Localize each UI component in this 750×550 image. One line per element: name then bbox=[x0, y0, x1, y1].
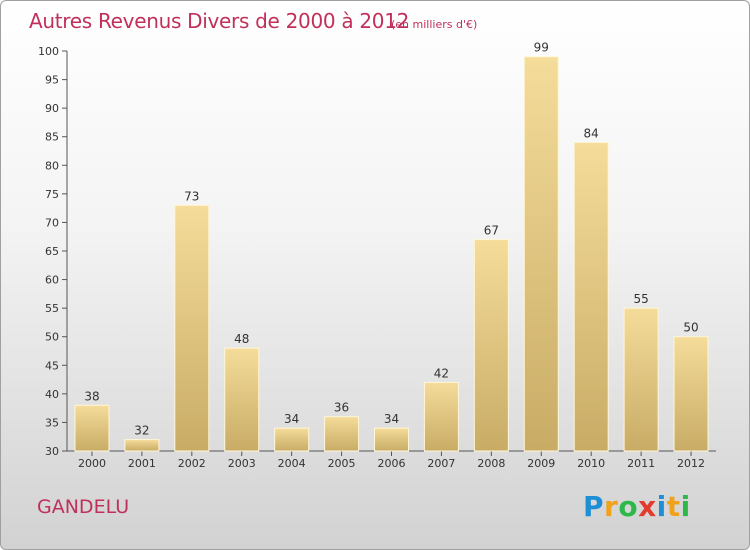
x-tick-label: 2005 bbox=[328, 457, 356, 470]
data-label: 55 bbox=[633, 292, 648, 306]
y-tick-label: 65 bbox=[45, 245, 59, 258]
x-tick-label: 2010 bbox=[577, 457, 605, 470]
logo-letter: i bbox=[656, 490, 667, 523]
data-label: 34 bbox=[384, 412, 399, 426]
bar bbox=[573, 141, 609, 452]
data-label: 50 bbox=[683, 321, 698, 335]
logo-letter: P bbox=[583, 490, 605, 523]
data-label: 34 bbox=[284, 412, 299, 426]
bar bbox=[124, 439, 160, 452]
y-tick-label: 70 bbox=[45, 216, 59, 229]
data-label: 73 bbox=[184, 189, 199, 203]
y-tick-label: 90 bbox=[45, 102, 59, 115]
x-tick-label: 2001 bbox=[128, 457, 156, 470]
data-label: 84 bbox=[584, 126, 599, 140]
bars bbox=[74, 56, 709, 452]
y-tick-label: 30 bbox=[45, 445, 59, 458]
x-tick-label: 2002 bbox=[178, 457, 206, 470]
logo-letter: x bbox=[638, 490, 657, 523]
x-tick-label: 2007 bbox=[427, 457, 455, 470]
x-tick-label: 2008 bbox=[477, 457, 505, 470]
location-label: GANDELU bbox=[37, 496, 130, 518]
bar bbox=[423, 381, 459, 452]
data-label: 48 bbox=[234, 332, 249, 346]
data-label: 99 bbox=[534, 41, 549, 55]
x-tick-label: 2000 bbox=[78, 457, 106, 470]
chart-title: Autres Revenus Divers de 2000 à 2012 bbox=[29, 9, 410, 33]
x-tick-label: 2009 bbox=[527, 457, 555, 470]
logo-letter: t bbox=[666, 490, 681, 523]
y-tick-label: 50 bbox=[45, 331, 59, 344]
bar bbox=[274, 427, 310, 452]
logo-letter: r bbox=[604, 490, 619, 523]
y-tick-label: 100 bbox=[38, 45, 59, 58]
logo-letter: i bbox=[680, 490, 691, 523]
bar bbox=[74, 404, 110, 452]
data-label: 42 bbox=[434, 366, 449, 380]
bar bbox=[224, 347, 260, 452]
y-tick-label: 95 bbox=[45, 74, 59, 87]
data-label: 38 bbox=[84, 389, 99, 403]
bar bbox=[374, 427, 409, 452]
y-tick-label: 80 bbox=[45, 159, 59, 172]
x-tick-label: 2012 bbox=[677, 457, 705, 470]
data-label: 67 bbox=[484, 224, 499, 238]
x-tick-label: 2006 bbox=[378, 457, 406, 470]
bar bbox=[523, 56, 559, 452]
y-tick-label: 75 bbox=[45, 188, 59, 201]
bar bbox=[473, 239, 509, 452]
bar bbox=[673, 336, 709, 452]
bar bbox=[324, 416, 360, 452]
bar bbox=[174, 204, 210, 452]
x-tick-label: 2004 bbox=[278, 457, 306, 470]
y-tick-label: 35 bbox=[45, 416, 59, 429]
data-label: 36 bbox=[334, 401, 349, 415]
data-labels: 38 32 73 48 34 36 34 42 67 99 84 55 50 bbox=[84, 41, 698, 438]
bar bbox=[623, 307, 659, 452]
y-tick-label: 55 bbox=[45, 302, 59, 315]
y-tick-label: 85 bbox=[45, 131, 59, 144]
brand-logo: Proxiti bbox=[583, 490, 691, 523]
y-tick-label: 40 bbox=[45, 388, 59, 401]
logo-letter: o bbox=[618, 490, 639, 523]
x-tick-label: 2011 bbox=[627, 457, 655, 470]
y-tick-label: 45 bbox=[45, 359, 59, 372]
axes: 30 35 40 45 50 55 60 65 70 75 80 85 90 95 100 2000 2001 2… bbox=[38, 45, 716, 470]
data-label: 32 bbox=[134, 424, 149, 438]
chart-unit: (en milliers d'€) bbox=[391, 18, 478, 31]
y-tick-label: 60 bbox=[45, 274, 59, 287]
x-tick-label: 2003 bbox=[228, 457, 256, 470]
